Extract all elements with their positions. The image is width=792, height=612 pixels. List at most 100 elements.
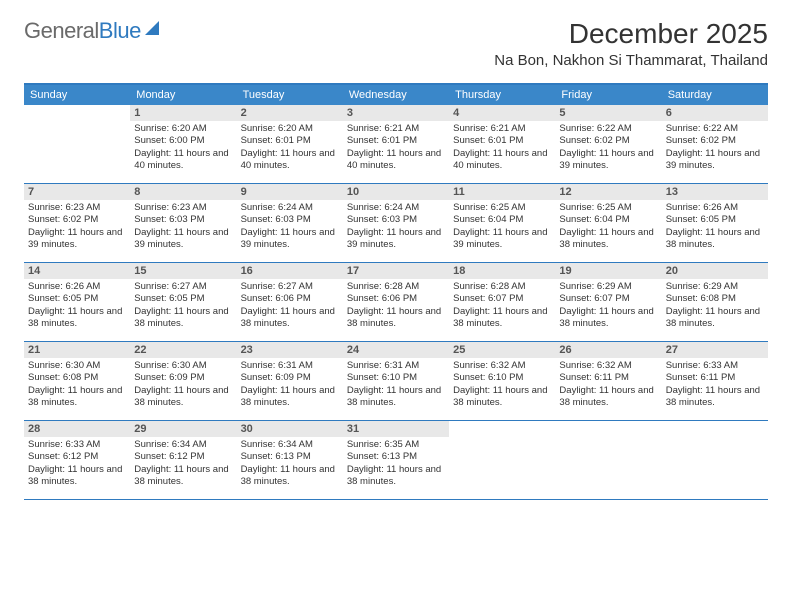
day-info: Sunrise: 6:24 AMSunset: 6:03 PMDaylight:… — [241, 202, 339, 251]
daylight-text: Daylight: 11 hours and 39 minutes. — [28, 227, 126, 252]
daylight-text: Daylight: 11 hours and 38 minutes. — [241, 464, 339, 489]
sunrise-text: Sunrise: 6:21 AM — [453, 123, 551, 135]
sunrise-text: Sunrise: 6:29 AM — [666, 281, 764, 293]
day-cell: 15 Sunrise: 6:27 AMSunset: 6:05 PMDayligh… — [130, 263, 236, 341]
day-header-cell: Wednesday — [343, 85, 449, 105]
daylight-text: Daylight: 11 hours and 38 minutes. — [28, 306, 126, 331]
sunset-text: Sunset: 6:10 PM — [347, 372, 445, 384]
sunset-text: Sunset: 6:13 PM — [347, 451, 445, 463]
sunrise-text: Sunrise: 6:20 AM — [241, 123, 339, 135]
day-info: Sunrise: 6:32 AMSunset: 6:10 PMDaylight:… — [453, 360, 551, 409]
month-title: December 2025 — [494, 18, 768, 50]
day-info: Sunrise: 6:24 AMSunset: 6:03 PMDaylight:… — [347, 202, 445, 251]
day-info: Sunrise: 6:31 AMSunset: 6:09 PMDaylight:… — [241, 360, 339, 409]
day-cell: 25Sunrise: 6:32 AMSunset: 6:10 PMDayligh… — [449, 342, 555, 420]
sunrise-text: Sunrise: 6:30 AM — [134, 360, 232, 372]
day-cell: 4Sunrise: 6:21 AMSunset: 6:01 PMDaylight… — [449, 105, 555, 183]
daylight-text: Daylight: 11 hours and 40 minutes. — [347, 148, 445, 173]
sunset-text: Sunset: 6:02 PM — [559, 135, 657, 147]
day-cell: 5 Sunrise: 6:22 AMSunset: 6:02 PMDaylight… — [555, 105, 661, 183]
day-info: Sunrise: 6:28 AMSunset: 6:07 PMDaylight:… — [453, 281, 551, 330]
sunset-text: Sunset: 6:07 PM — [453, 293, 551, 305]
sunset-text: Sunset: 6:06 PM — [241, 293, 339, 305]
daylight-text: Daylight: 11 hours and 39 minutes. — [347, 227, 445, 252]
day-number: 18 — [449, 263, 555, 279]
daylight-text: Daylight: 11 hours and 38 minutes. — [666, 385, 764, 410]
daylight-text: Daylight: 11 hours and 38 minutes. — [28, 385, 126, 410]
sunset-text: Sunset: 6:07 PM — [559, 293, 657, 305]
day-info: Sunrise: 6:23 AMSunset: 6:02 PMDaylight:… — [28, 202, 126, 251]
day-number: 13 — [662, 184, 768, 200]
sunrise-text: Sunrise: 6:33 AM — [666, 360, 764, 372]
day-cell: 8Sunrise: 6:23 AMSunset: 6:03 PMDaylight… — [130, 184, 236, 262]
daylight-text: Daylight: 11 hours and 40 minutes. — [453, 148, 551, 173]
sunrise-text: Sunrise: 6:25 AM — [453, 202, 551, 214]
day-info: Sunrise: 6:25 AMSunset: 6:04 PMDaylight:… — [453, 202, 551, 251]
sunset-text: Sunset: 6:08 PM — [28, 372, 126, 384]
week-row: 28Sunrise: 6:33 AMSunset: 6:12 PMDayligh… — [24, 421, 768, 500]
sunrise-text: Sunrise: 6:34 AM — [241, 439, 339, 451]
sunset-text: Sunset: 6:05 PM — [666, 214, 764, 226]
day-cell: 12Sunrise: 6:25 AMSunset: 6:04 PMDayligh… — [555, 184, 661, 262]
sunrise-text: Sunrise: 6:25 AM — [559, 202, 657, 214]
day-cell: 7Sunrise: 6:23 AMSunset: 6:02 PMDaylight… — [24, 184, 130, 262]
day-info: Sunrise: 6:29 AMSunset: 6:08 PMDaylight:… — [666, 281, 764, 330]
sunset-text: Sunset: 6:09 PM — [134, 372, 232, 384]
day-cell: 18 Sunrise: 6:28 AMSunset: 6:07 PMDayligh… — [449, 263, 555, 341]
week-row: 7Sunrise: 6:23 AMSunset: 6:02 PMDaylight… — [24, 184, 768, 263]
day-cell: 22Sunrise: 6:30 AMSunset: 6:09 PMDayligh… — [130, 342, 236, 420]
day-info: Sunrise: 6:34 AMSunset: 6:13 PMDaylight:… — [241, 439, 339, 488]
logo: GeneralBlue — [24, 18, 159, 44]
day-number: 9 — [237, 184, 343, 200]
day-number: 20 — [662, 263, 768, 279]
sunset-text: Sunset: 6:05 PM — [28, 293, 126, 305]
sunset-text: Sunset: 6:05 PM — [134, 293, 232, 305]
day-cell: 17Sunrise: 6:28 AMSunset: 6:06 PMDayligh… — [343, 263, 449, 341]
day-cell: 26Sunrise: 6:32 AMSunset: 6:11 PMDayligh… — [555, 342, 661, 420]
sunrise-text: Sunrise: 6:34 AM — [134, 439, 232, 451]
sunrise-text: Sunrise: 6:26 AM — [666, 202, 764, 214]
day-info: Sunrise: 6:27 AMSunset: 6:05 PMDaylight:… — [134, 281, 232, 330]
day-number: 27 — [662, 342, 768, 358]
day-cell: 1Sunrise: 6:20 AMSunset: 6:00 PMDaylight… — [130, 105, 236, 183]
day-number: 5 — [555, 105, 661, 121]
day-cell: 28Sunrise: 6:33 AMSunset: 6:12 PMDayligh… — [24, 421, 130, 499]
day-info: Sunrise: 6:33 AMSunset: 6:12 PMDaylight:… — [28, 439, 126, 488]
daylight-text: Daylight: 11 hours and 38 minutes. — [347, 385, 445, 410]
sunrise-text: Sunrise: 6:31 AM — [241, 360, 339, 372]
day-header-cell: Saturday — [662, 85, 768, 105]
sunrise-text: Sunrise: 6:28 AM — [347, 281, 445, 293]
day-number: 24 — [343, 342, 449, 358]
sunrise-text: Sunrise: 6:24 AM — [241, 202, 339, 214]
day-number: 4 — [449, 105, 555, 121]
sunrise-text: Sunrise: 6:31 AM — [347, 360, 445, 372]
day-number: 6 — [662, 105, 768, 121]
day-number: 15 — [130, 263, 236, 279]
day-header-cell: Sunday — [24, 85, 130, 105]
sunset-text: Sunset: 6:02 PM — [666, 135, 764, 147]
sunset-text: Sunset: 6:01 PM — [241, 135, 339, 147]
sunrise-text: Sunrise: 6:27 AM — [134, 281, 232, 293]
logo-text: GeneralBlue — [24, 18, 141, 44]
sunrise-text: Sunrise: 6:32 AM — [559, 360, 657, 372]
sunset-text: Sunset: 6:03 PM — [134, 214, 232, 226]
sunset-text: Sunset: 6:08 PM — [666, 293, 764, 305]
day-info: Sunrise: 6:22 AMSunset: 6:02 PMDaylight:… — [559, 123, 657, 172]
day-cell: 19Sunrise: 6:29 AMSunset: 6:07 PMDayligh… — [555, 263, 661, 341]
daylight-text: Daylight: 11 hours and 38 minutes. — [241, 385, 339, 410]
daylight-text: Daylight: 11 hours and 39 minutes. — [241, 227, 339, 252]
sunrise-text: Sunrise: 6:32 AM — [453, 360, 551, 372]
day-cell: 30Sunrise: 6:34 AMSunset: 6:13 PMDayligh… — [237, 421, 343, 499]
sunset-text: Sunset: 6:02 PM — [28, 214, 126, 226]
sunrise-text: Sunrise: 6:20 AM — [134, 123, 232, 135]
daylight-text: Daylight: 11 hours and 38 minutes. — [134, 464, 232, 489]
day-info: Sunrise: 6:20 AMSunset: 6:01 PMDaylight:… — [241, 123, 339, 172]
sunrise-text: Sunrise: 6:28 AM — [453, 281, 551, 293]
week-row: 14Sunrise: 6:26 AMSunset: 6:05 PMDayligh… — [24, 263, 768, 342]
day-number: 3 — [343, 105, 449, 121]
sunset-text: Sunset: 6:09 PM — [241, 372, 339, 384]
day-cell: 9 Sunrise: 6:24 AMSunset: 6:03 PMDaylight… — [237, 184, 343, 262]
day-cell: 21Sunrise: 6:30 AMSunset: 6:08 PMDayligh… — [24, 342, 130, 420]
day-header-cell: Monday — [130, 85, 236, 105]
day-cell: 11Sunrise: 6:25 AMSunset: 6:04 PMDayligh… — [449, 184, 555, 262]
